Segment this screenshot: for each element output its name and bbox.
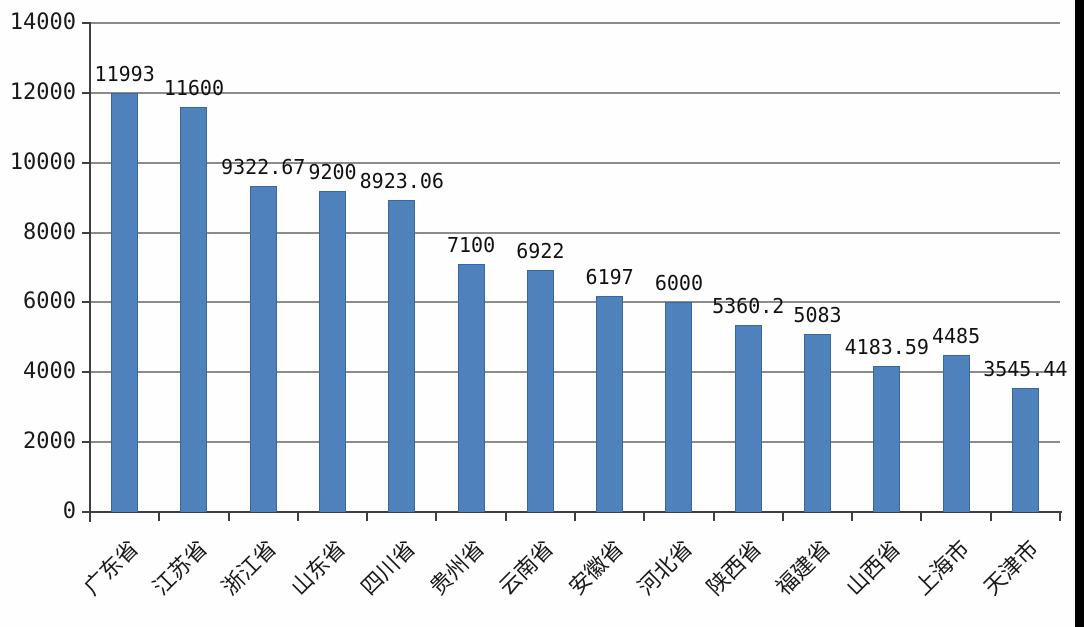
x-axis-tick	[781, 512, 784, 521]
bar-value-label: 3545.44	[983, 357, 1068, 382]
gridline	[90, 301, 1060, 304]
x-axis-tick	[643, 512, 646, 521]
bar	[319, 190, 346, 512]
x-axis-tick	[296, 512, 299, 521]
bar-value-label: 6000	[654, 271, 703, 296]
bar	[873, 365, 901, 512]
x-category-label: 浙江省	[217, 536, 283, 601]
bar	[596, 295, 624, 512]
bar	[804, 334, 831, 512]
x-axis-tick	[989, 512, 992, 521]
bar	[388, 200, 416, 512]
x-category-label: 云南省	[494, 536, 560, 601]
x-axis-tick	[504, 512, 507, 521]
x-axis-tick	[712, 512, 715, 521]
gridline	[90, 91, 1060, 94]
y-axis-line	[89, 23, 91, 522]
bar-value-label: 11600	[163, 75, 225, 100]
bar	[457, 264, 485, 512]
bar	[942, 355, 970, 512]
y-axis-tick	[82, 91, 91, 94]
bar-value-label: 4485	[931, 324, 981, 349]
x-axis-tick	[227, 512, 230, 521]
x-axis-tick	[435, 512, 438, 521]
bar-value-label: 4183.59	[844, 334, 929, 359]
y-axis-tick	[82, 441, 91, 444]
bar	[734, 324, 762, 512]
bar	[180, 106, 208, 512]
y-axis-label: 14000	[9, 10, 76, 35]
x-category-label: 陕西省	[702, 536, 768, 601]
y-axis-label: 10000	[9, 149, 76, 175]
y-axis-label: 0	[62, 499, 76, 524]
x-category-label: 山西省	[841, 536, 906, 601]
bar	[1011, 388, 1039, 512]
x-category-label: 天津市	[979, 536, 1045, 601]
y-axis-tick	[82, 22, 91, 24]
gridline	[90, 231, 1060, 234]
x-category-label: 四川省	[356, 536, 421, 601]
x-category-label: 广东省	[79, 536, 144, 601]
x-axis-tick	[158, 512, 161, 521]
gridline	[90, 371, 1060, 374]
bar	[111, 93, 139, 512]
x-category-label: 江苏省	[148, 536, 213, 601]
x-category-label: 河北省	[633, 536, 698, 601]
bar	[249, 186, 277, 512]
gridline	[90, 161, 1060, 164]
x-axis-tick	[89, 512, 91, 521]
bar-value-label: 9200	[308, 159, 357, 184]
bar-value-label: 6197	[585, 264, 634, 289]
x-axis-tick	[851, 512, 854, 521]
x-axis-tick	[1059, 512, 1061, 521]
x-category-label: 安徽省	[564, 536, 629, 601]
y-axis-label: 12000	[9, 79, 76, 105]
y-axis-tick	[82, 161, 91, 164]
bar	[526, 270, 554, 512]
gridline	[90, 441, 1060, 444]
gridline	[90, 22, 1060, 24]
x-axis-tick	[920, 512, 923, 521]
x-category-label: 山东省	[287, 536, 352, 601]
bar-value-label: 11993	[94, 62, 155, 87]
bar-value-label: 7100	[446, 233, 496, 257]
bar-value-label: 5360.2	[712, 293, 785, 318]
bar-value-label: 8923.06	[359, 169, 444, 194]
y-axis-tick	[82, 231, 91, 234]
x-category-label: 上海市	[910, 536, 976, 601]
y-axis-tick	[82, 301, 91, 304]
x-axis-tick	[574, 512, 576, 521]
x-category-label: 福建省	[772, 536, 837, 601]
y-axis-label: 6000	[23, 289, 76, 315]
y-axis-label: 4000	[23, 359, 76, 385]
bar-value-label: 6922	[516, 239, 565, 264]
right-edge-strip	[1075, 0, 1084, 627]
x-axis-tick	[366, 512, 369, 521]
bar	[665, 302, 693, 512]
bar-value-label: 9322.67	[221, 155, 306, 180]
bar-value-label: 5083	[793, 303, 842, 328]
y-axis-label: 8000	[23, 219, 76, 245]
y-axis-tick	[82, 371, 91, 374]
y-axis-label: 2000	[23, 429, 76, 455]
x-category-label: 贵州省	[425, 536, 491, 601]
